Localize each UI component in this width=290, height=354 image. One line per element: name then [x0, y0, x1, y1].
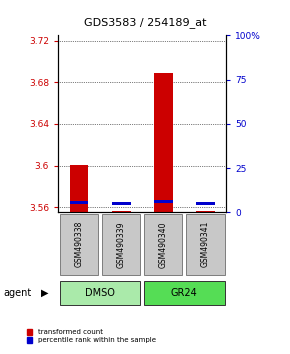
Bar: [196, 202, 215, 205]
Bar: [112, 202, 130, 205]
Text: ▶: ▶: [41, 288, 49, 298]
Text: DMSO: DMSO: [85, 288, 115, 298]
Bar: [144, 281, 224, 305]
Text: GDS3583 / 254189_at: GDS3583 / 254189_at: [84, 18, 206, 28]
Bar: [154, 73, 173, 212]
Bar: [196, 211, 215, 212]
Bar: [154, 200, 173, 203]
Bar: [70, 201, 88, 204]
Bar: [144, 214, 182, 275]
Text: GSM490341: GSM490341: [201, 221, 210, 268]
Bar: [60, 214, 98, 275]
Text: GSM490339: GSM490339: [117, 221, 126, 268]
Text: GSM490338: GSM490338: [75, 221, 84, 268]
Legend: transformed count, percentile rank within the sample: transformed count, percentile rank withi…: [27, 329, 156, 343]
Bar: [112, 211, 130, 212]
Text: agent: agent: [3, 288, 31, 298]
Bar: [186, 214, 224, 275]
Text: GR24: GR24: [171, 288, 197, 298]
Bar: [70, 165, 88, 212]
Text: GSM490340: GSM490340: [159, 221, 168, 268]
Bar: [102, 214, 140, 275]
Bar: [60, 281, 140, 305]
